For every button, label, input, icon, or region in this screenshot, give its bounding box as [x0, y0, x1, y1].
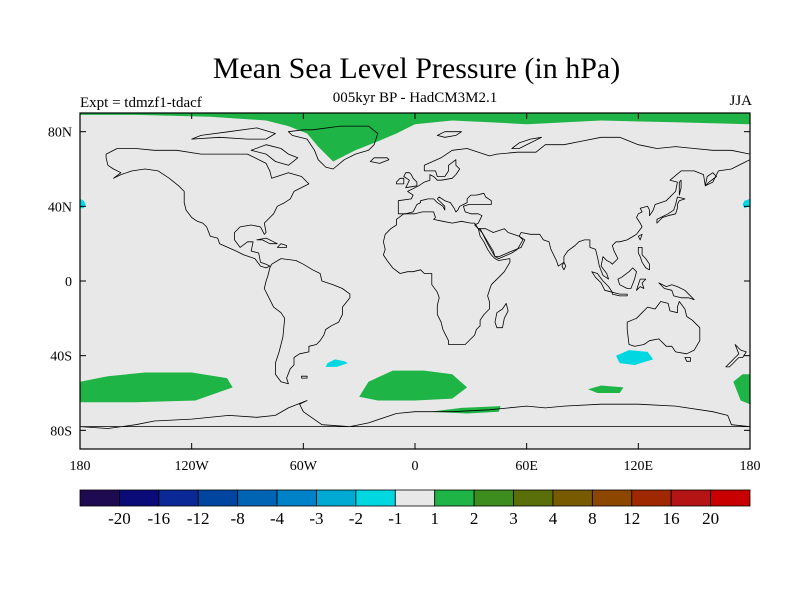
- anomaly-region-indian-ocean-negative: [616, 350, 654, 365]
- anomaly-region-arctic-positive: [80, 113, 750, 162]
- colorbar-swatch: [355, 489, 396, 507]
- coastline-eurasia: [397, 136, 751, 280]
- colorbar-swatch: [434, 489, 475, 507]
- colorbar-label: 1: [430, 509, 439, 528]
- colorbar-swatch: [237, 489, 278, 507]
- colorbar: -20 -16 -12 -8 -4 -3 -2 -1 1 2 3 4 8 12 16 20: [79, 489, 751, 528]
- coastline-antarctica: [79, 400, 751, 429]
- colorbar-label: 2: [470, 509, 479, 528]
- colorbar-swatch: [276, 489, 317, 507]
- lon-tick-label: 180: [740, 459, 761, 474]
- colorbar-label: 4: [549, 509, 558, 528]
- coastline-new-guinea: [658, 282, 695, 301]
- lat-tick-label: 0: [65, 275, 72, 290]
- colorbar-label: 3: [509, 509, 518, 528]
- experiment-label: Expt = tdmzf1-tdacf: [80, 95, 202, 111]
- colorbar-swatch: [670, 489, 711, 507]
- lon-tick-label: 0: [412, 459, 419, 474]
- coastline-iceland: [369, 157, 390, 164]
- coastline-sakhalin: [678, 179, 682, 196]
- lon-tick-label: 60W: [290, 459, 318, 474]
- coastline-new-zealand: [725, 344, 747, 368]
- colorbar-swatch: [552, 489, 593, 507]
- coastline-baffin-island: [250, 144, 299, 166]
- plot-subtitle: 005kyr BP - HadCM3M2.1: [332, 90, 498, 106]
- colorbar-swatch: [119, 489, 160, 507]
- colorbar-label: 20: [702, 509, 719, 528]
- colorbar-swatch: [316, 489, 357, 507]
- colorbar-label: 12: [623, 509, 640, 528]
- colorbar-label: -8: [231, 509, 245, 528]
- anomaly-region-southern-indian-positive: [588, 385, 624, 393]
- colorbar-label: -20: [108, 509, 131, 528]
- coastline-borneo: [617, 267, 637, 289]
- colorbar-label: -1: [388, 509, 402, 528]
- anomaly-region-south-atlantic-positive: [359, 370, 468, 401]
- colorbar-label: 8: [588, 509, 597, 528]
- coastline-philippines: [637, 246, 650, 271]
- coastline-falklands: [301, 375, 308, 379]
- coastline-south-america: [263, 258, 351, 385]
- colorbar-swatch: [158, 489, 199, 507]
- coastline-africa: [382, 211, 511, 345]
- colorbar-label: -12: [187, 509, 210, 528]
- lat-tick-label: 40S: [50, 350, 72, 365]
- coastline-ireland: [395, 177, 405, 185]
- anomaly-region-dateline-south-positive: [733, 374, 750, 405]
- coastline-greenland: [287, 125, 379, 170]
- colorbar-label: -3: [309, 509, 323, 528]
- coastline-arabia: [477, 228, 524, 260]
- colorbar-swatch: [591, 489, 633, 507]
- coastline-canadian-islands: [191, 127, 276, 140]
- lon-tick-label: 120W: [175, 459, 210, 474]
- lon-tick-label: 60E: [515, 459, 538, 474]
- colorbar-swatch: [394, 489, 436, 507]
- lat-tick-label: 40N: [48, 200, 72, 215]
- lat-tick-label: 80S: [50, 424, 72, 439]
- colorbar-label: -16: [147, 509, 170, 528]
- coastline-java: [611, 291, 628, 297]
- colorbar-swatch: [631, 489, 672, 507]
- colorbar-swatch: [710, 489, 751, 507]
- coastline-tasmania: [684, 357, 691, 362]
- coastline-sri-lanka: [561, 261, 567, 271]
- colorbar-label: -2: [349, 509, 363, 528]
- anomaly-region-south-atlantic-negative: [325, 359, 348, 367]
- colorbar-swatch: [197, 489, 239, 507]
- longitude-axis: 180 120W 60W 0 60E 120E 180: [70, 113, 761, 474]
- coastlines: [79, 125, 751, 429]
- coastline-japan: [656, 196, 686, 224]
- colorbar-swatch: [79, 489, 120, 507]
- lon-tick-label: 180: [70, 459, 91, 474]
- plot-title: Mean Sea Level Pressure (in hPa): [212, 52, 621, 85]
- coastline-north-america: [105, 148, 310, 269]
- coastline-kamchatka-tip: [704, 172, 717, 187]
- colorbar-label: -4: [270, 509, 285, 528]
- coastline-hispaniola: [276, 243, 288, 248]
- coastline-australia: [626, 301, 701, 355]
- lon-tick-label: 120E: [624, 459, 654, 474]
- colorbar-swatch: [473, 489, 514, 507]
- coastline-madagascar: [494, 302, 509, 329]
- lat-tick-label: 80N: [48, 126, 72, 141]
- coastline-cuba: [256, 237, 278, 245]
- colorbar-swatch: [513, 489, 554, 507]
- latitude-axis: 80N 40N 0 40S 80S: [48, 126, 750, 439]
- anomaly-region-south-pacific-positive: [80, 372, 233, 403]
- coastline-sulawesi: [636, 278, 647, 291]
- coastline-uk: [403, 172, 418, 189]
- coastline-taiwan: [637, 233, 643, 241]
- coastline-svalbard: [436, 131, 462, 138]
- season-label: JJA: [729, 93, 752, 109]
- colorbar-label: 16: [663, 509, 680, 528]
- coastline-novaya-zemlya: [511, 136, 542, 149]
